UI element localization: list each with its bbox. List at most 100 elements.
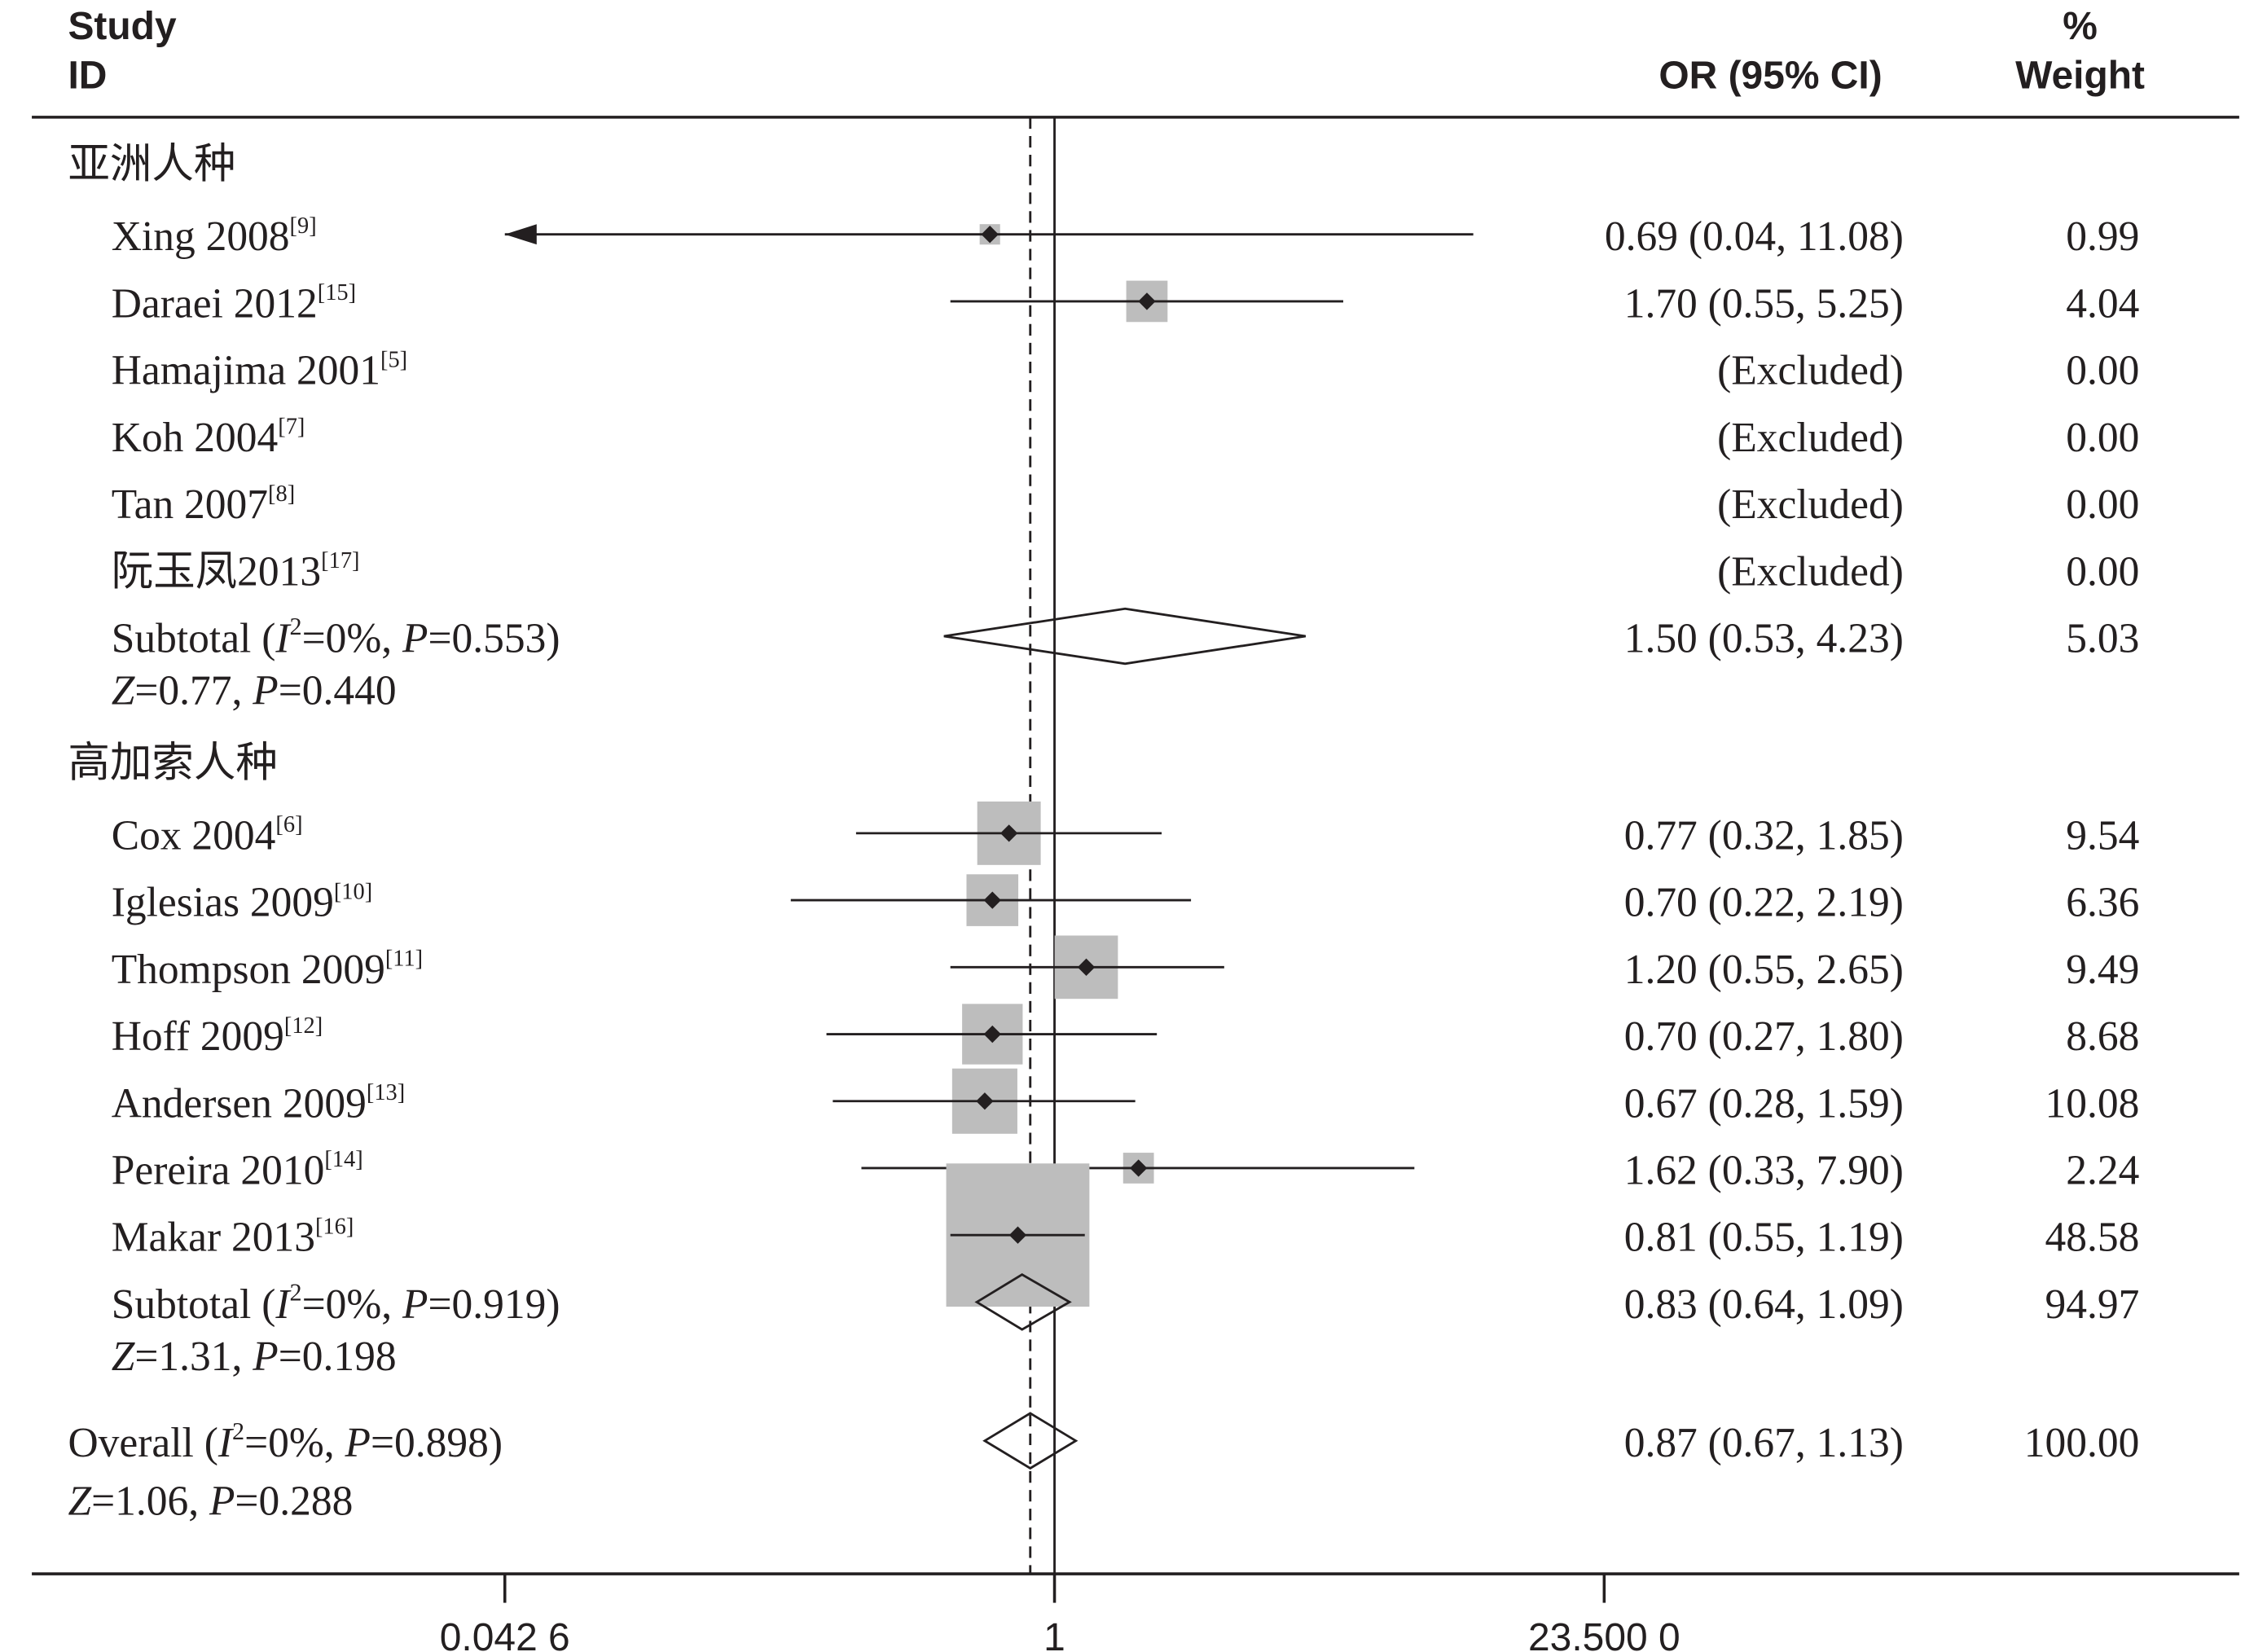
or-ci-value: 1.70 (0.55, 5.25) (1624, 280, 1904, 327)
stat-text: =0.898) (371, 1420, 503, 1466)
overall-diamond (982, 1412, 1079, 1470)
study-name: Tan 2007 (112, 481, 268, 528)
overall-or-ci: 0.87 (0.67, 1.13) (1624, 1420, 1904, 1466)
header-or-ci: OR (95% CI) (1658, 54, 1882, 97)
study-reference: [11] (385, 947, 423, 972)
study-label: Hoff 2009[12] (112, 1013, 323, 1060)
study-label: Thompson 2009[11] (112, 947, 423, 993)
subtotal-or-ci: 1.50 (0.53, 4.23) (1624, 616, 1904, 662)
or-ci-value: 0.69 (0.04, 11.08) (1605, 213, 1904, 260)
stat-italic: I (275, 616, 292, 662)
stat-superscript: 2 (232, 1417, 244, 1445)
weight-value: 48.58 (2045, 1215, 2140, 1261)
subtotal-z-test: Z=1.31, P=0.198 (112, 1333, 397, 1380)
study-reference: [13] (367, 1080, 405, 1105)
study-reference: [15] (318, 280, 356, 305)
study-reference: [9] (290, 213, 317, 239)
stat-text: =0%, (244, 1420, 345, 1466)
or-ci-value: (Excluded) (1717, 415, 1904, 461)
stat-italic: P (402, 616, 428, 662)
axis-tick-label: 0.042 6 (440, 1616, 570, 1652)
stat-text: =0.288 (235, 1478, 353, 1524)
overall-z-test: Z=1.06, P=0.288 (68, 1478, 353, 1524)
subtotal-heterogeneity: Subtotal (I2=0%, P=0.919) (112, 1279, 560, 1328)
overall-heterogeneity: Overall (I2=0%, P=0.898) (68, 1417, 503, 1466)
stat-italic: Z (112, 1333, 136, 1380)
stat-text: =0.919) (428, 1281, 560, 1328)
header-study: Study (68, 5, 177, 48)
or-ci-value: 0.77 (0.32, 1.85) (1624, 812, 1904, 859)
stat-text: =0%, (302, 616, 402, 662)
axis-tick-label: 1 (1043, 1616, 1065, 1652)
or-ci-value: 0.81 (0.55, 1.19) (1624, 1215, 1904, 1261)
weight-value: 0.99 (2066, 213, 2139, 260)
weight-value: 10.08 (2045, 1080, 2140, 1127)
subtotal-z-test: Z=0.77, P=0.440 (112, 667, 397, 714)
weight-value: 2.24 (2066, 1148, 2139, 1194)
stat-text: =0%, (302, 1281, 402, 1328)
stat-superscript: 2 (290, 1279, 302, 1307)
stat-italic: P (209, 1478, 235, 1524)
study-label: Makar 2013[16] (112, 1214, 354, 1260)
study-label: Andersen 2009[13] (112, 1080, 405, 1127)
axis-tick-label: 23.500 0 (1528, 1616, 1680, 1652)
subtotal-weight: 94.97 (2045, 1281, 2140, 1328)
study-reference: [10] (334, 879, 372, 904)
study-reference: [14] (324, 1147, 362, 1172)
study-label: Iglesias 2009[10] (112, 879, 372, 925)
header-percent: % (2063, 5, 2098, 48)
overall-weight: 100.00 (2024, 1420, 2140, 1466)
study-reference: [17] (321, 548, 359, 573)
ci-arrow (504, 224, 537, 245)
study-name: Koh 2004 (112, 415, 279, 461)
study-label: Daraei 2012[15] (112, 280, 356, 327)
study-label: Koh 2004[7] (112, 415, 305, 461)
stat-text: =0.77, (134, 667, 253, 714)
or-ci-value: 0.70 (0.22, 2.19) (1624, 880, 1904, 926)
stat-text: =0.553) (428, 616, 560, 662)
stat-text: Overall ( (68, 1420, 217, 1466)
weight-value: 9.54 (2066, 812, 2139, 859)
stat-italic: Z (112, 667, 136, 714)
stat-italic: P (252, 1333, 278, 1380)
subtotal-or-ci: 0.83 (0.64, 1.09) (1624, 1281, 1904, 1328)
header-weight: Weight (2015, 54, 2145, 97)
study-name: 阮玉凤2013 (112, 548, 321, 595)
study-label: Cox 2004[6] (112, 812, 303, 859)
stat-italic: P (252, 667, 278, 714)
study-reference: [12] (284, 1013, 323, 1039)
study-name: Xing 2008 (112, 213, 290, 260)
weight-value: 0.00 (2066, 548, 2139, 595)
point-estimate (1008, 1226, 1027, 1244)
study-reference: [5] (380, 347, 407, 372)
study-reference: [8] (268, 481, 295, 507)
weight-value: 6.36 (2066, 880, 2139, 926)
stat-text: Subtotal ( (112, 616, 276, 662)
point-estimate (981, 226, 999, 244)
study-reference: [6] (275, 812, 302, 837)
or-ci-value: (Excluded) (1717, 348, 1904, 394)
study-name: Hamajima 2001 (112, 348, 380, 394)
study-name: Cox 2004 (112, 812, 276, 859)
study-label: 阮玉凤2013[17] (112, 548, 360, 595)
study-name: Daraei 2012 (112, 280, 318, 327)
subtotal-weight: 5.03 (2066, 616, 2139, 662)
or-ci-value: 1.62 (0.33, 7.90) (1624, 1148, 1904, 1194)
study-reference: [16] (315, 1214, 354, 1239)
point-estimate (999, 824, 1018, 842)
stat-italic: P (402, 1281, 428, 1328)
study-label: Pereira 2010[14] (112, 1147, 363, 1193)
point-estimate (983, 1025, 1001, 1043)
study-name: Iglesias 2009 (112, 880, 334, 926)
stat-text: =0.198 (279, 1333, 397, 1380)
study-label: Xing 2008[9] (112, 213, 317, 260)
header-id: ID (68, 54, 107, 97)
study-name: Makar 2013 (112, 1215, 315, 1261)
weight-value: 0.00 (2066, 348, 2139, 394)
subtotal-heterogeneity: Subtotal (I2=0%, P=0.553) (112, 613, 560, 661)
subtotal-diamond (974, 1273, 1072, 1331)
or-ci-value: (Excluded) (1717, 481, 1904, 528)
or-ci-value: 0.67 (0.28, 1.59) (1624, 1080, 1904, 1127)
weight-value: 0.00 (2066, 415, 2139, 461)
study-name: Thompson 2009 (112, 947, 385, 993)
